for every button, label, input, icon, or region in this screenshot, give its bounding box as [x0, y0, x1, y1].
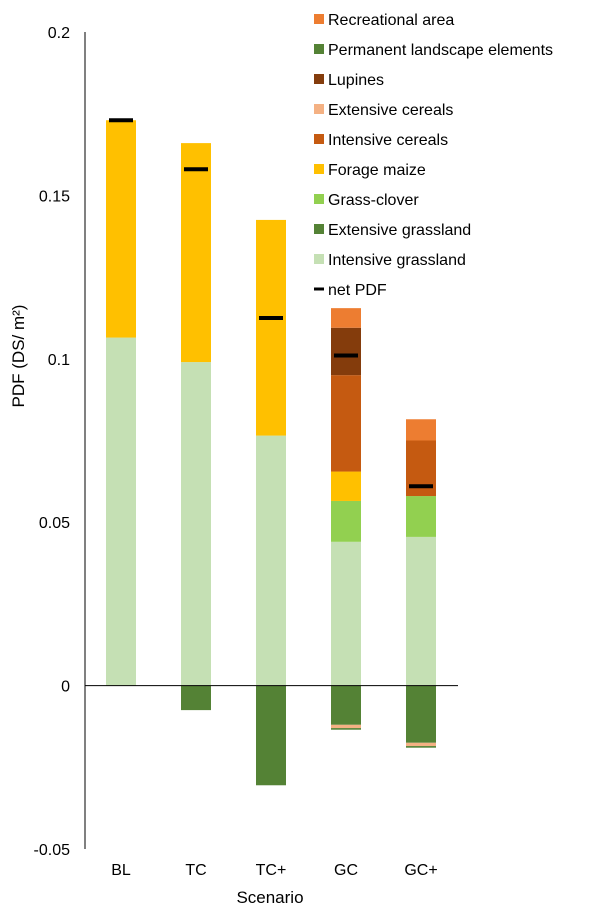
legend-swatch [314, 14, 324, 24]
y-axis-label: PDF (DS/ m²) [9, 305, 28, 408]
legend-label: Extensive grassland [328, 222, 471, 239]
y-ticks-layer: 0.2 0.15 0.1 0.05 0 -0.05 [34, 25, 71, 859]
legend-label: Permanent landscape elements [328, 42, 553, 59]
bar-segment-gc-series-7 [331, 728, 361, 730]
legend-swatch [314, 134, 324, 144]
y-tick-label: 0.2 [48, 25, 70, 42]
legend-swatch [314, 194, 324, 204]
axes-layer [84, 32, 458, 849]
bar-segment-gcplus-series-0 [406, 536, 436, 686]
bar-segment-tc-series-0 [181, 362, 211, 686]
legend-label: Intensive cereals [328, 132, 448, 149]
legend-label: Intensive grassland [328, 252, 466, 269]
bars-layer [106, 120, 436, 786]
bar-segment-gcplus-series-1 [406, 685, 436, 743]
bar-segment-gcplus-series-8 [406, 419, 436, 441]
x-tick-label: TC+ [256, 862, 287, 879]
legend-label: Recreational area [328, 12, 454, 29]
x-tick-label: TC [185, 862, 206, 879]
legend-swatch [314, 74, 324, 84]
legend: Recreational area Permanent landscape ele… [314, 12, 553, 299]
bar-segment-gcplus-series-7 [406, 746, 436, 748]
bar-segment-gc-series-4 [331, 375, 361, 472]
bar-segment-gcplus-series-5 [406, 742, 436, 747]
legend-swatch [314, 104, 324, 114]
bar-segment-tc-series-3 [181, 143, 211, 363]
x-tick-label: GC [334, 862, 358, 879]
net-pdf-layer [109, 118, 433, 489]
bar-segment-bl-series-0 [106, 337, 136, 686]
bar-segment-gc-series-6 [331, 327, 361, 376]
bar-segment-gcplus-series-2 [406, 496, 436, 537]
x-tick-label: BL [111, 862, 131, 879]
bar-segment-tcplus-series-3 [256, 219, 286, 436]
bar-segment-tc-series-1 [181, 685, 211, 711]
legend-swatch [314, 164, 324, 174]
legend-label: Extensive cereals [328, 102, 453, 119]
y-tick-label: 0.05 [39, 515, 70, 532]
y-tick-label: 0.15 [39, 188, 70, 205]
x-tick-label: GC+ [404, 862, 437, 879]
legend-swatch [314, 224, 324, 234]
x-axis-label: Scenario [236, 888, 303, 907]
y-tick-label: -0.05 [34, 842, 71, 859]
bar-segment-gc-series-1 [331, 685, 361, 725]
bar-segment-gc-series-3 [331, 471, 361, 501]
bar-segment-tcplus-series-0 [256, 435, 286, 686]
bar-segment-gc-series-0 [331, 541, 361, 686]
bar-segment-tcplus-series-1 [256, 685, 286, 786]
y-tick-label: 0 [61, 679, 70, 696]
legend-label: net PDF [328, 282, 387, 299]
legend-label: Forage maize [328, 162, 426, 179]
legend-label: Lupines [328, 72, 384, 89]
legend-label: Grass-clover [328, 192, 419, 209]
y-tick-label: 0.1 [48, 352, 70, 369]
bar-segment-bl-series-3 [106, 120, 136, 338]
legend-swatch [314, 254, 324, 264]
legend-swatch [314, 44, 324, 54]
x-ticks-layer: BL TC TC+ GC GC+ [111, 862, 437, 879]
bar-segment-gc-series-2 [331, 500, 361, 542]
bar-segment-gc-series-8 [331, 308, 361, 328]
bar-segment-gc-series-5 [331, 724, 361, 729]
